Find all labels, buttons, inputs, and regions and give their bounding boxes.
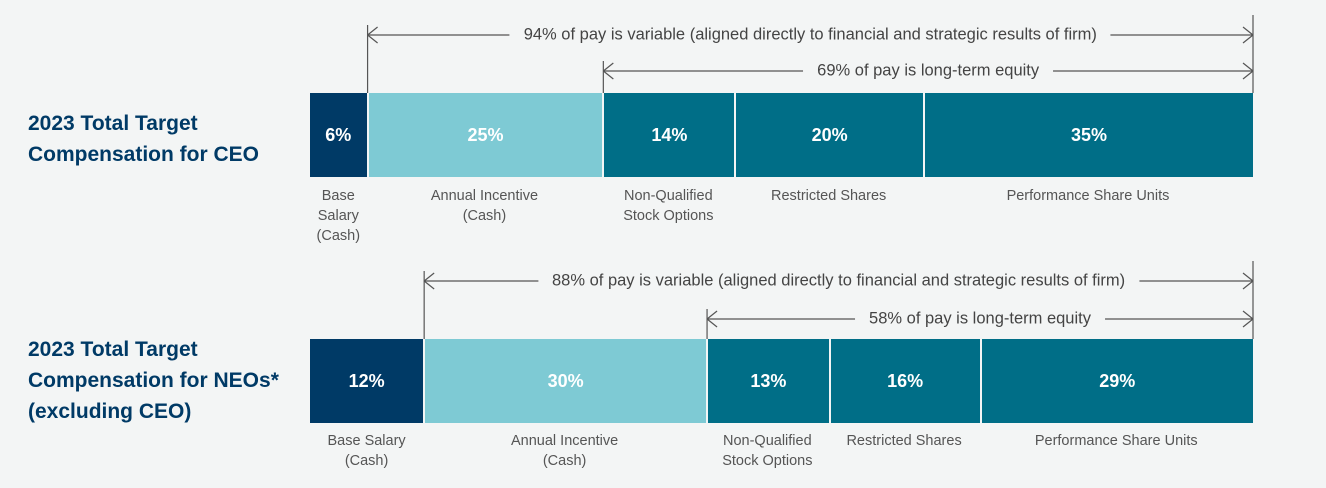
ceo-title-line: 2023 Total Target — [28, 112, 198, 135]
bar-segment: 13% — [708, 339, 829, 423]
arrow-head-right — [1242, 280, 1254, 290]
category-label-line: Stock Options — [722, 453, 813, 469]
bar-segment: 12% — [310, 339, 424, 423]
bar-segment: 35% — [924, 93, 1253, 177]
arrow-head-left — [423, 280, 435, 290]
value-label: 25% — [467, 124, 504, 145]
category-label: Annual Incentive (Cash) — [367, 186, 603, 226]
arrow-head-right — [1242, 70, 1254, 80]
bar-segment: 25% — [368, 93, 603, 177]
category-label: Base Salary (Cash) — [310, 186, 367, 246]
annotation-text: 94% of pay is variable (aligned directly… — [509, 25, 1111, 45]
annotation-text: 88% of pay is variable (aligned directly… — [537, 271, 1140, 291]
annotation-text: 58% of pay is long-term equity — [855, 309, 1105, 329]
category-label: Base Salary (Cash) — [310, 431, 423, 471]
bar-segment: 29% — [981, 339, 1253, 423]
category-label-line: (Cash) — [344, 453, 389, 469]
value-label: 13% — [750, 370, 787, 391]
category-label: Restricted Shares — [734, 186, 923, 206]
arrow-head-left — [367, 26, 378, 36]
category-label-line: Non-Qualified — [624, 188, 713, 204]
value-label: 16% — [887, 370, 924, 391]
category-label-line: Base — [321, 188, 355, 204]
value-label: 6% — [325, 124, 352, 145]
category-label: Performance Share Units — [923, 186, 1253, 206]
category-label-line: Restricted Shares — [846, 433, 962, 449]
category-label-line: Performance Share Units — [1006, 188, 1170, 204]
value-label: 14% — [651, 124, 688, 145]
category-label-line: Restricted Shares — [771, 188, 887, 204]
arrow-head-left — [602, 62, 614, 72]
category-label-line: (Cash) — [316, 228, 361, 244]
category-label: Restricted Shares — [829, 431, 980, 451]
value-label: 35% — [1070, 124, 1107, 145]
category-label: Performance Share Units — [980, 431, 1253, 451]
category-label-line: Base Salary — [327, 433, 406, 449]
annotation-text: 69% of pay is long-term equity — [803, 61, 1054, 81]
arrow-head-left — [367, 34, 378, 44]
value-label: 12% — [348, 370, 385, 391]
bar-segment: 30% — [425, 339, 707, 423]
value-label: 30% — [547, 370, 584, 391]
arrow-head-right — [1242, 62, 1254, 72]
bar-segment: 20% — [736, 93, 923, 177]
value-label: 20% — [811, 124, 848, 145]
arrow-head-right — [1242, 310, 1254, 320]
category-label-line: Annual Incentive — [430, 188, 539, 204]
category-label-line: Salary — [317, 208, 359, 224]
neo-title-line: 2023 Total Target — [28, 338, 198, 361]
ceo-title-line: Compensation for CEO — [28, 143, 260, 166]
bar-segment: 14% — [604, 93, 735, 177]
category-label-line: Performance Share Units — [1034, 433, 1198, 449]
arrow-head-right — [1242, 318, 1254, 328]
ceo-chart-title: 2023 Total Target Compensation for CEO — [28, 108, 259, 170]
arrow-head-left — [602, 70, 614, 80]
bar-segment: 6% — [310, 93, 367, 177]
category-label: Non-Qualified Stock Options — [706, 431, 829, 471]
neo-chart-title: 2023 Total Target Compensation for NEOs*… — [28, 334, 279, 427]
arrow-head-right — [1242, 26, 1254, 36]
category-label-line: Stock Options — [623, 208, 714, 224]
arrow-head-left — [706, 310, 718, 320]
bar-segment: 16% — [830, 339, 980, 423]
arrow-head-left — [706, 318, 718, 328]
category-label: Non-Qualified Stock Options — [602, 186, 734, 226]
arrow-head-left — [423, 272, 435, 282]
arrow-head-right — [1242, 34, 1254, 44]
category-label-line: (Cash) — [542, 453, 587, 469]
category-label: Annual Incentive (Cash) — [423, 431, 706, 471]
category-label-line: (Cash) — [462, 208, 507, 224]
category-label-line: Annual Incentive — [510, 433, 619, 449]
arrow-head-right — [1242, 272, 1254, 282]
category-label-line: Non-Qualified — [723, 433, 812, 449]
neo-title-line: (excluding CEO) — [28, 400, 192, 423]
value-label: 29% — [1099, 370, 1136, 391]
neo-title-line: Compensation for NEOs* — [28, 369, 279, 392]
